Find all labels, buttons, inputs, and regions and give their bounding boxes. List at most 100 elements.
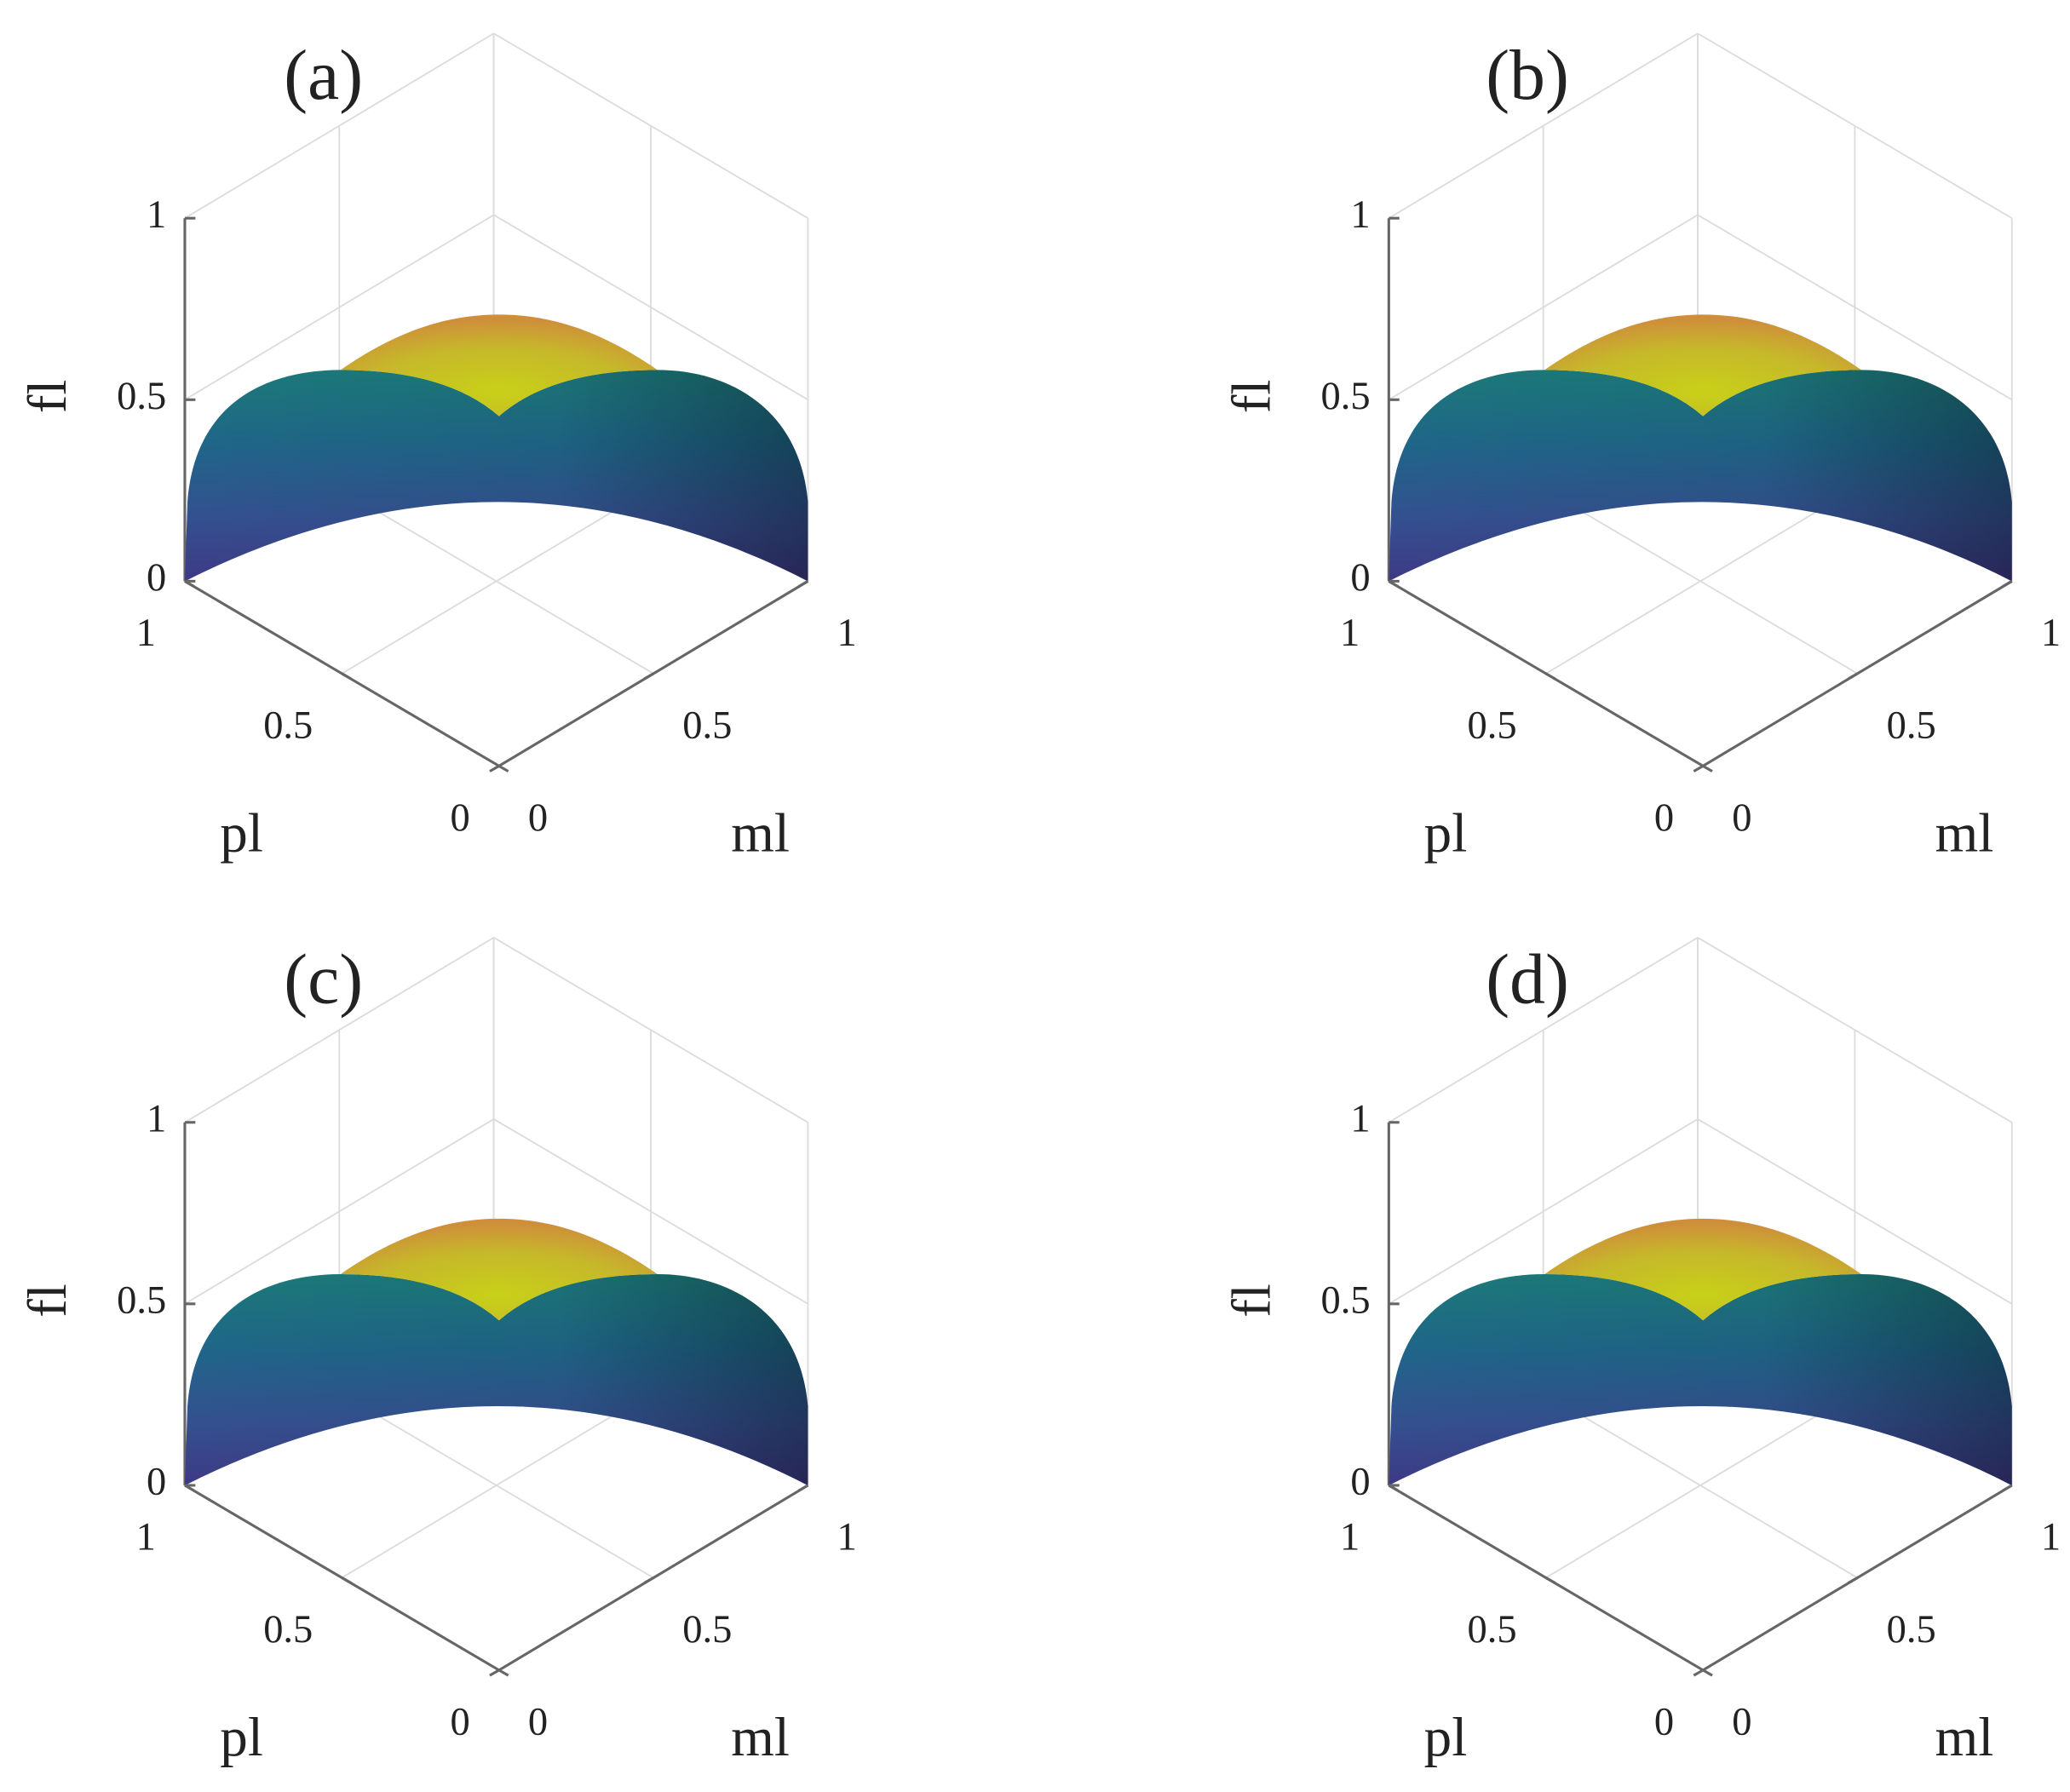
- tick-mark: [1388, 1484, 1399, 1492]
- x-axis-label: ml: [731, 803, 790, 864]
- panel: 0 0.5 1 0 0.5 1 0 0.5 1 ml pl fl (a): [17, 32, 857, 864]
- z-tick-label: 0.5: [117, 1279, 166, 1323]
- y-tick-label: 1: [1340, 612, 1360, 655]
- tick-mark: [1544, 672, 1556, 681]
- x-tick-label: 1: [2041, 612, 2061, 655]
- z-axis-label: fl: [1221, 1284, 1282, 1318]
- z-axis-label: fl: [17, 1284, 78, 1318]
- x-tick-label: 0.5: [1887, 1608, 1936, 1651]
- y-tick-label: 0: [1654, 796, 1674, 840]
- surface-cap: [1544, 314, 1862, 416]
- x-tick-label: 0.5: [682, 704, 732, 748]
- surface-cap: [340, 314, 658, 416]
- tick-mark: [1388, 580, 1399, 588]
- y-tick-label: 0.5: [263, 704, 313, 748]
- panel: 0 0.5 1 0 0.5 1 0 0.5 1 ml pl fl (d): [1221, 937, 2061, 1768]
- tick-mark: [498, 1669, 509, 1677]
- y-tick-label: 0: [450, 1701, 469, 1744]
- z-tick-label: 1: [147, 1097, 166, 1140]
- x-tick-label: 0.5: [682, 1608, 732, 1651]
- tick-mark: [797, 580, 809, 588]
- y-axis-label: pl: [220, 803, 263, 864]
- z-tick-label: 0.5: [117, 375, 166, 418]
- surface: [1389, 1218, 2012, 1485]
- x-axis-label: ml: [1935, 1707, 1994, 1768]
- x-axis: [1702, 580, 2013, 767]
- tick-mark: [1693, 1669, 1704, 1677]
- y-axis-label: pl: [1424, 803, 1468, 864]
- tick-mark: [498, 765, 509, 773]
- x-axis-label: ml: [1935, 803, 1994, 864]
- tick-mark: [184, 580, 195, 588]
- x-tick-label: 0: [528, 1701, 548, 1744]
- x-axis-label: ml: [731, 1707, 790, 1768]
- x-tick-label: 0.5: [1887, 704, 1936, 748]
- y-tick-label: 0: [1654, 1701, 1674, 1744]
- panel-title: (a): [284, 36, 363, 115]
- tick-mark: [643, 672, 654, 681]
- z-tick-label: 1: [1350, 1097, 1370, 1140]
- surface-cap: [340, 1218, 658, 1321]
- z-tick-label: 0: [147, 1461, 166, 1504]
- y-axis-label: pl: [1424, 1707, 1468, 1768]
- z-axis-label: fl: [17, 380, 78, 414]
- x-tick-label: 0: [1732, 1701, 1751, 1744]
- z-tick-label: 0.5: [1321, 1279, 1371, 1323]
- z-tick-label: 0: [1350, 556, 1370, 600]
- tick-mark: [797, 1484, 809, 1492]
- tick-mark: [184, 1484, 195, 1492]
- tick-mark: [341, 672, 353, 681]
- panel: 0 0.5 1 0 0.5 1 0 0.5 1 ml pl fl (b): [1221, 32, 2061, 864]
- surface-shade: [1389, 1274, 2012, 1485]
- surface: [184, 314, 808, 582]
- surface-shade: [184, 1274, 808, 1485]
- y-tick-label: 1: [1340, 1516, 1360, 1559]
- tick-mark: [1702, 765, 1713, 773]
- grid-line: [1545, 1392, 1855, 1579]
- tick-mark: [1544, 1577, 1556, 1584]
- tick-mark: [489, 1669, 500, 1677]
- tick-mark: [2002, 1484, 2013, 1492]
- z-tick-label: 0: [1350, 1461, 1370, 1504]
- x-tick-label: 1: [837, 612, 857, 655]
- tick-mark: [1847, 672, 1859, 681]
- surface-shade: [184, 370, 808, 582]
- surface: [1389, 314, 2012, 582]
- y-tick-label: 0.5: [1468, 704, 1517, 748]
- tick-mark: [643, 1577, 654, 1584]
- tick-mark: [2002, 580, 2013, 588]
- x-axis: [1702, 1484, 2013, 1672]
- y-tick-label: 0: [450, 796, 469, 840]
- panel-title: (b): [1486, 36, 1569, 115]
- y-tick-label: 1: [136, 612, 156, 655]
- y-tick-label: 0.5: [263, 1608, 313, 1651]
- tick-mark: [1702, 1669, 1713, 1677]
- z-tick-label: 0: [147, 556, 166, 600]
- x-tick-label: 1: [837, 1516, 857, 1559]
- panel-title: (d): [1486, 939, 1569, 1019]
- panel-title: (c): [284, 939, 363, 1019]
- y-axis-label: pl: [220, 1707, 263, 1768]
- y-tick-label: 1: [136, 1516, 156, 1559]
- tick-mark: [341, 1577, 353, 1584]
- surface-cap: [1544, 1218, 1862, 1321]
- z-tick-label: 1: [147, 193, 166, 237]
- surface-shade: [1389, 370, 2012, 582]
- x-tick-label: 0: [1732, 796, 1751, 840]
- tick-mark: [489, 765, 500, 773]
- surface: [184, 1218, 808, 1485]
- x-tick-label: 0: [528, 796, 548, 840]
- z-tick-label: 0.5: [1321, 375, 1371, 418]
- panel: 0 0.5 1 0 0.5 1 0 0.5 1 ml pl fl (c): [17, 937, 857, 1768]
- x-tick-label: 1: [2041, 1516, 2061, 1559]
- grid-line: [341, 1392, 652, 1579]
- grid-line: [341, 488, 652, 675]
- tick-mark: [1847, 1577, 1859, 1584]
- grid-line: [1545, 488, 1855, 675]
- z-axis-label: fl: [1221, 380, 1282, 414]
- y-tick-label: 0.5: [1468, 1608, 1517, 1651]
- z-tick-label: 1: [1350, 193, 1370, 237]
- tick-mark: [1693, 765, 1704, 773]
